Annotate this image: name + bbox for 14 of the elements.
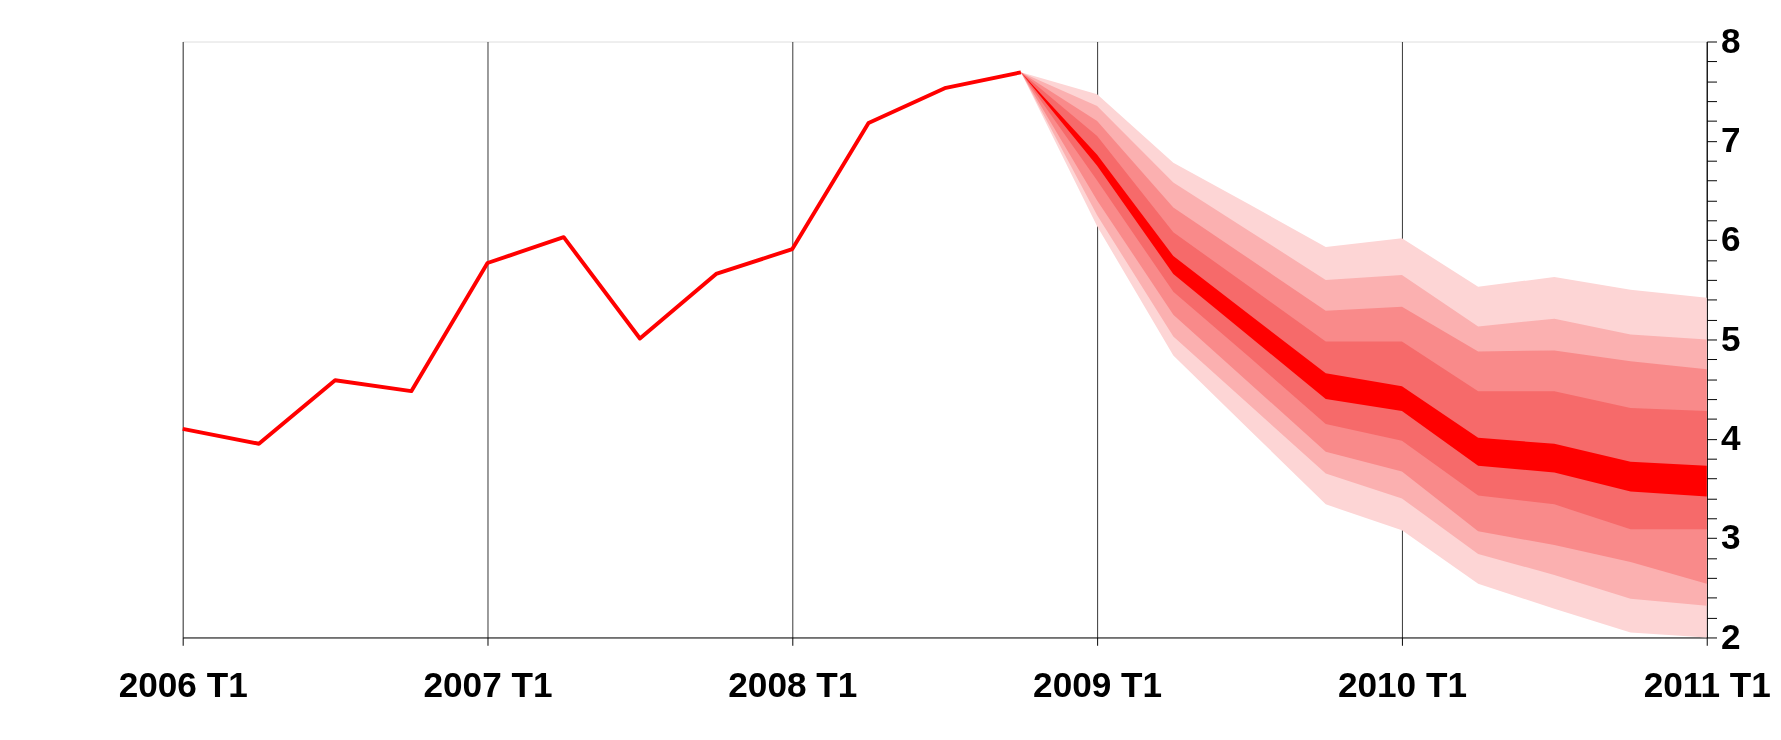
y-tick-label: 8 xyxy=(1720,20,1741,60)
x-tick-label: 2007 T1 xyxy=(423,664,553,704)
x-tick-label: 2011 T1 xyxy=(1643,664,1771,704)
y-tick-label: 2 xyxy=(1720,616,1741,656)
y-tick-label: 3 xyxy=(1720,517,1741,557)
y-tick-label: 6 xyxy=(1720,219,1741,259)
x-tick-label: 2008 T1 xyxy=(728,664,858,704)
x-tick-label: 2006 T1 xyxy=(118,664,248,704)
y-tick-label: 5 xyxy=(1720,318,1741,358)
y-tick-label: 4 xyxy=(1720,418,1741,458)
x-tick-label: 2010 T1 xyxy=(1337,664,1467,704)
line-series xyxy=(180,70,1023,446)
y-tick-label: 7 xyxy=(1720,120,1741,160)
x-tick-label: 2009 T1 xyxy=(1033,664,1163,704)
